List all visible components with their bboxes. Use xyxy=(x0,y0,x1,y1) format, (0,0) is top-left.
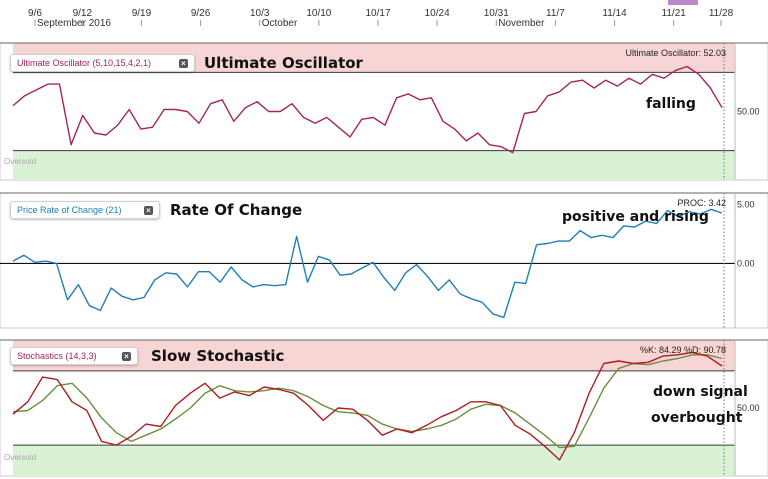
date-tick-label: 10/24 xyxy=(425,8,450,19)
uo-indicator-label: Ultimate Oscillator (5,10,15,4,2,1) xyxy=(17,58,152,68)
indicator-readout: PROC: 3.42 xyxy=(677,198,726,208)
roc-indicator-box[interactable]: Price Rate of Change (21) × xyxy=(10,201,160,219)
uo-indicator-box[interactable]: Ultimate Oscillator (5,10,15,4,2,1) × xyxy=(10,54,195,72)
roc-annotation: Rate Of Change xyxy=(170,201,303,219)
date-tick-label: 11/28 xyxy=(709,8,734,19)
y-tick-label: 50.00 xyxy=(737,403,760,413)
date-axis: 9/6 9/12 9/19 9/26 10/3 10/10 10/17 10/24 10/31 1… xyxy=(0,0,768,36)
y-tick-label: 0.00 xyxy=(737,258,755,268)
date-tick-label: 10/31 xyxy=(484,8,509,19)
date-tick-label: 10/10 xyxy=(306,8,331,19)
stoch-k-line xyxy=(12,351,723,461)
oversold-label: Oversold xyxy=(4,157,36,166)
stoch-note-overbought: overbought xyxy=(651,410,743,426)
stoch-indicator-label: Stochastics (14,3,3) xyxy=(17,351,97,361)
date-axis-bg xyxy=(0,0,768,36)
date-tick-label: 11/21 xyxy=(662,8,687,19)
uo-annotation: Ultimate Oscillator xyxy=(204,54,363,72)
date-tick-label: 11/7 xyxy=(546,8,565,19)
roc-note: positive and rising xyxy=(562,209,709,225)
month-label: October xyxy=(262,18,298,29)
date-tick-label: 9/26 xyxy=(191,8,211,19)
scroll-thumb xyxy=(668,0,698,5)
y-tick-label: 5.00 xyxy=(737,200,755,210)
stoch-d-line xyxy=(12,354,723,449)
stoch-note-signal: down signal xyxy=(653,384,748,400)
y-tick-label: 50.00 xyxy=(737,107,760,117)
month-label: September 2016 xyxy=(37,18,111,29)
indicator-readout: %K: 84.29 %D: 90.78 xyxy=(640,345,726,355)
date-tick-label: 9/6 xyxy=(28,8,42,19)
close-icon[interactable]: × xyxy=(179,58,188,68)
stoch-annotation: Slow Stochastic xyxy=(151,347,285,365)
date-tick-label: 10/3 xyxy=(250,8,270,19)
stoch-indicator-box[interactable]: Stochastics (14,3,3) × xyxy=(10,347,138,365)
roc-series-line xyxy=(12,208,723,319)
date-tick-label: 9/19 xyxy=(132,8,152,19)
roc-indicator-label: Price Rate of Change (21) xyxy=(17,205,122,215)
date-tick-label: 10/17 xyxy=(365,8,390,19)
indicator-readout: Ultimate Oscillator: 52.03 xyxy=(625,48,726,58)
uo-series-line xyxy=(12,65,723,154)
oversold-zone xyxy=(13,150,735,180)
date-tick-label: 9/12 xyxy=(73,8,93,19)
month-label: November xyxy=(498,18,545,29)
uo-note: falling xyxy=(646,96,696,112)
close-icon[interactable]: × xyxy=(122,351,131,361)
oversold-label: Oversold xyxy=(4,453,36,462)
close-icon[interactable]: × xyxy=(144,205,153,215)
oversold-zone xyxy=(13,445,735,476)
date-tick-label: 11/14 xyxy=(602,8,627,19)
